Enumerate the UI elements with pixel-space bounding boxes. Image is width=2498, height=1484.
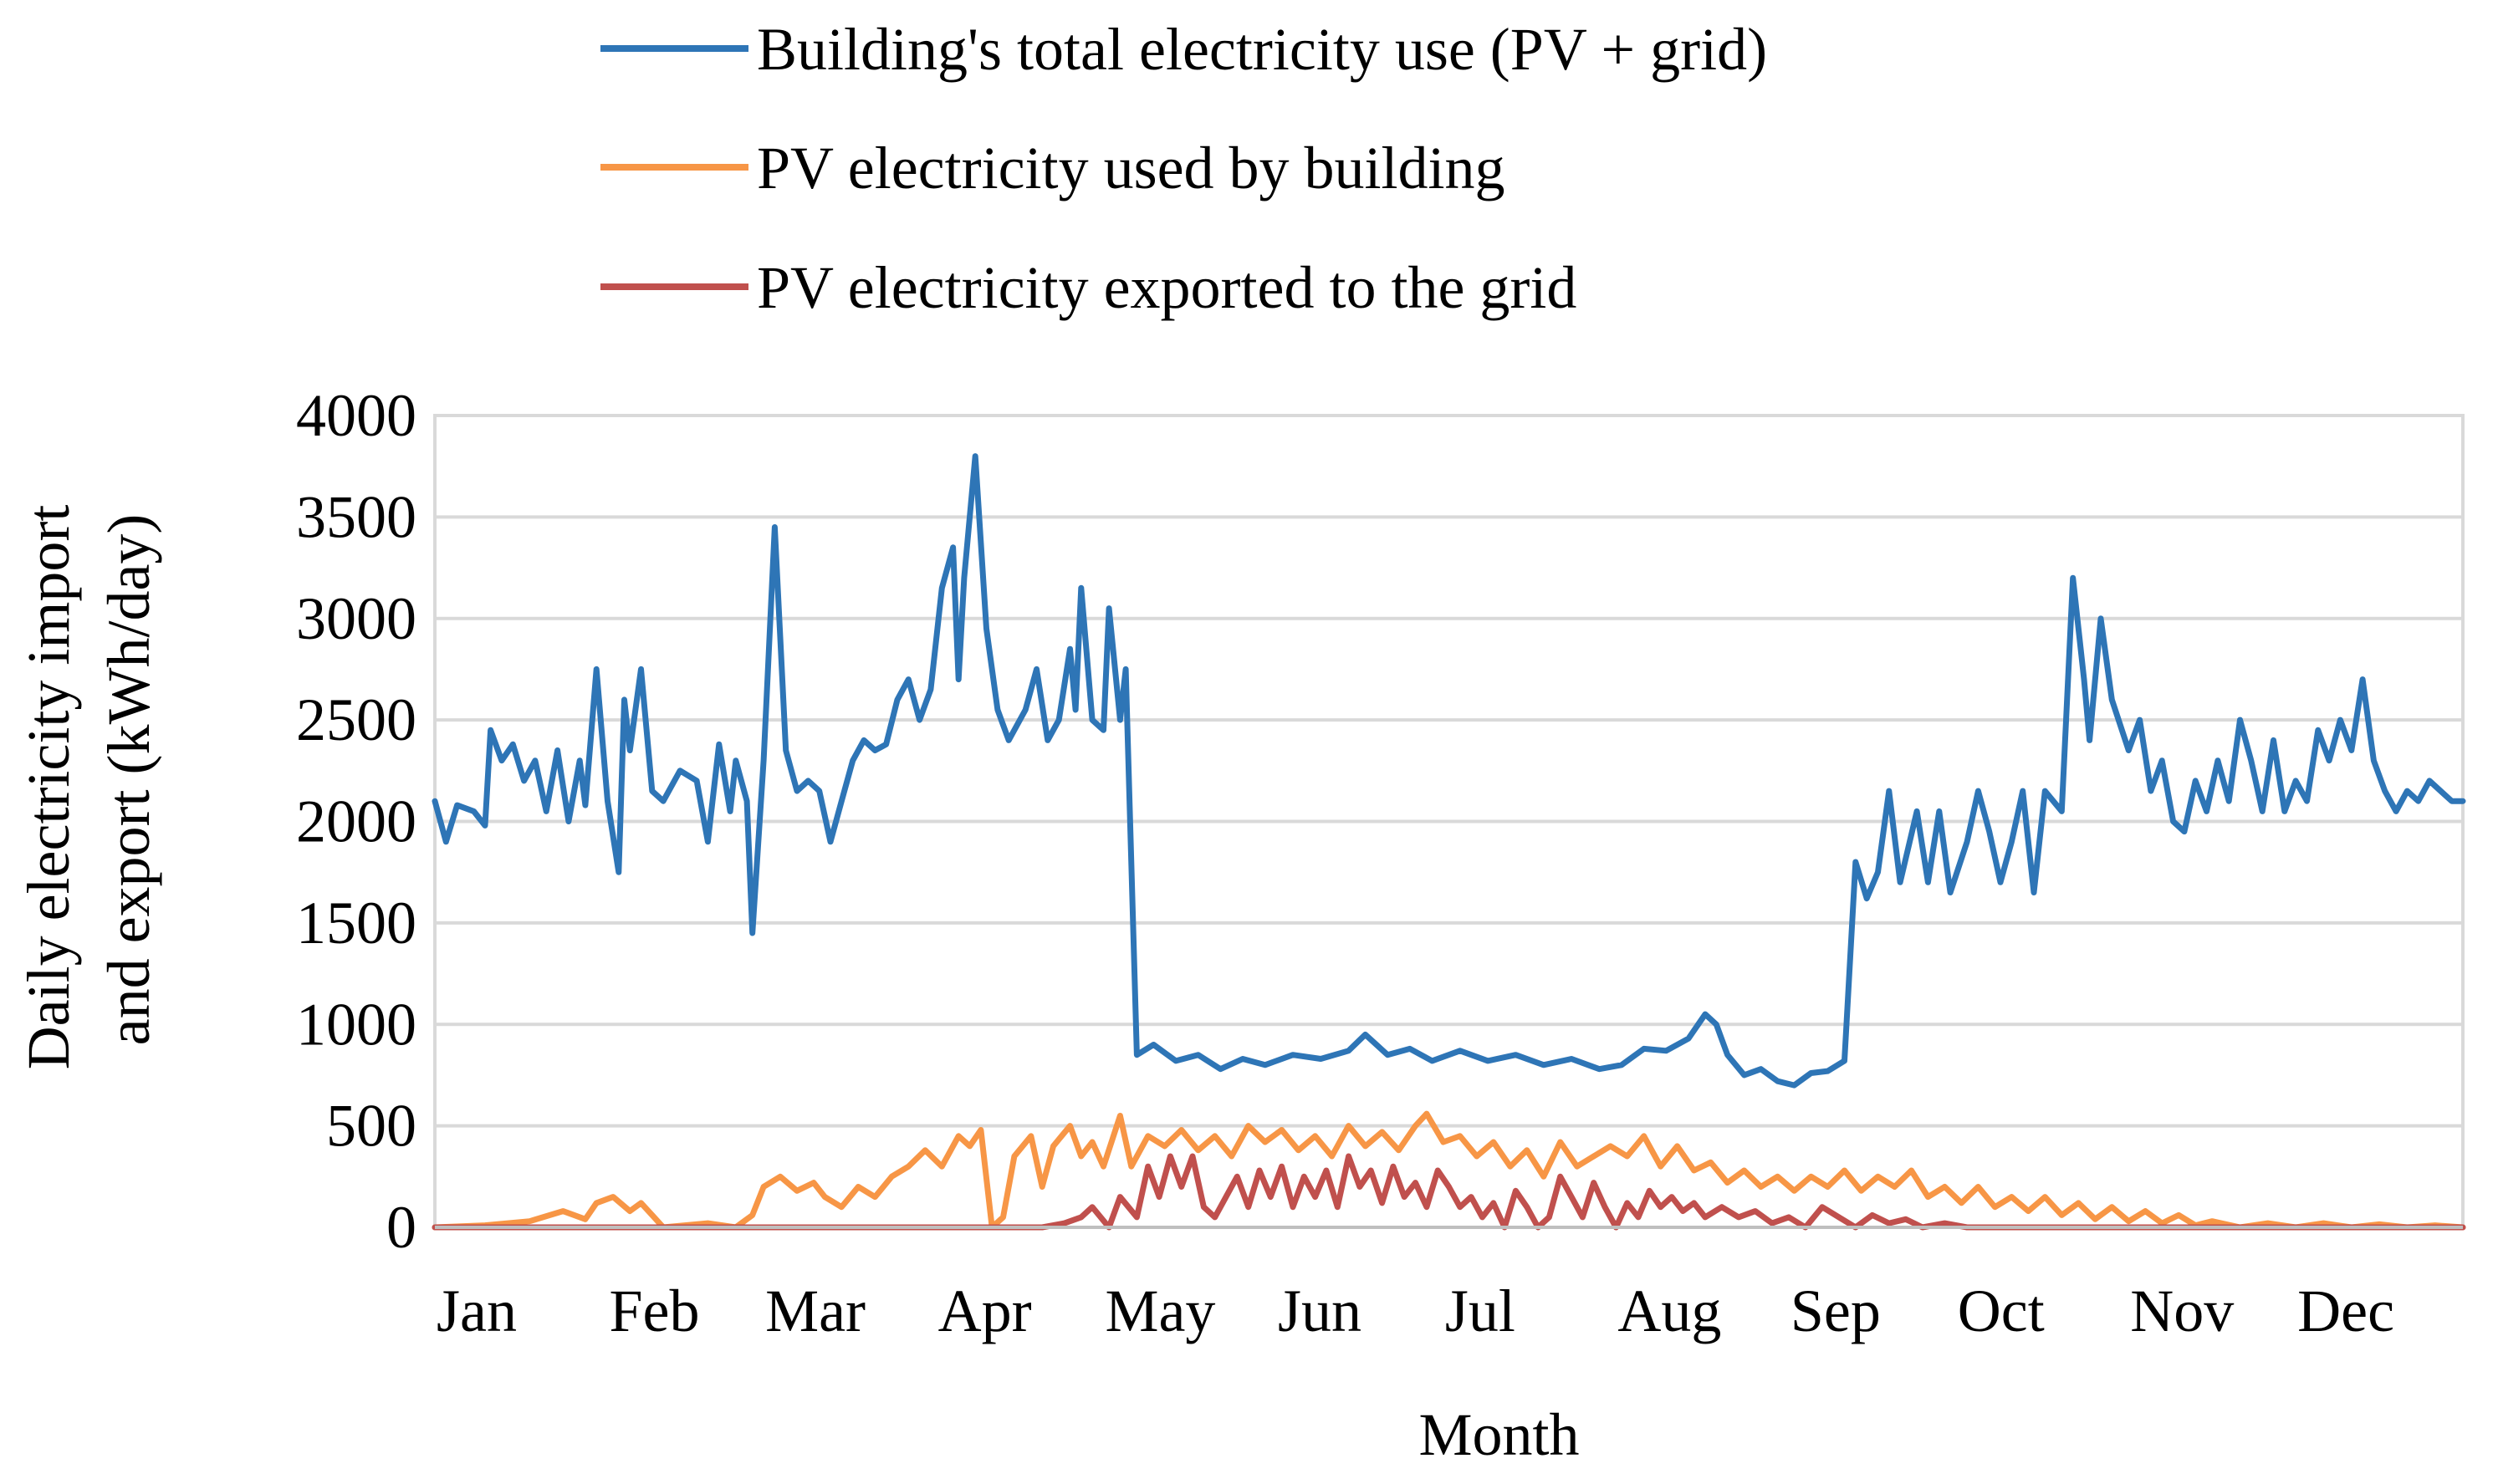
y-tick-label: 0 bbox=[386, 1194, 416, 1261]
y-tick-label: 2500 bbox=[296, 686, 416, 753]
x-tick-label-oct: Oct bbox=[1958, 1277, 2045, 1344]
y-tick-label: 2000 bbox=[296, 788, 416, 855]
x-tick-label-sep: Sep bbox=[1790, 1277, 1881, 1344]
legend-label-3: PV electricity exported to the grid bbox=[757, 254, 1576, 321]
series-lines bbox=[432, 453, 2466, 1231]
x-tick-label-mar: Mar bbox=[765, 1277, 866, 1344]
y-axis-ticks: 0 500 1000 1500 2000 2500 3000 3500 4000 bbox=[296, 382, 416, 1261]
series-line-2 bbox=[432, 1110, 2466, 1231]
y-axis-title-line-2: and export (kWh/day) bbox=[95, 514, 162, 1046]
x-tick-label-apr: Apr bbox=[938, 1277, 1032, 1344]
x-axis-ticks: Jan Feb Mar Apr May Jun Jul Aug Sep Oct Nov Dec bbox=[437, 1277, 2394, 1344]
y-axis-title-line-1: Daily electricity import bbox=[15, 505, 82, 1070]
x-tick-label-jun: Jun bbox=[1278, 1277, 1361, 1344]
x-tick-label-jan: Jan bbox=[437, 1277, 517, 1344]
y-tick-label: 1500 bbox=[296, 890, 416, 956]
x-tick-label-aug: Aug bbox=[1617, 1277, 1721, 1344]
x-tick-label-dec: Dec bbox=[2297, 1277, 2394, 1344]
legend-label-1: Building's total electricity use (PV + g… bbox=[757, 16, 1767, 83]
y-tick-label: 1000 bbox=[296, 991, 416, 1058]
y-axis-title: Daily electricity import and export (kWh… bbox=[15, 490, 162, 1070]
gridlines bbox=[435, 414, 2463, 1229]
y-tick-label: 4000 bbox=[296, 382, 416, 449]
x-axis-title: Month bbox=[1418, 1401, 1579, 1468]
series-line-3 bbox=[432, 1153, 2466, 1231]
y-tick-label: 3000 bbox=[296, 585, 416, 652]
legend: Building's total electricity use (PV + g… bbox=[600, 16, 1767, 321]
x-tick-label-may: May bbox=[1105, 1277, 1215, 1344]
x-tick-label-nov: Nov bbox=[2130, 1277, 2234, 1344]
x-tick-label-feb: Feb bbox=[610, 1277, 700, 1344]
y-tick-label: 3500 bbox=[296, 483, 416, 550]
series-line-1 bbox=[432, 453, 2466, 1089]
y-tick-label: 500 bbox=[326, 1093, 416, 1160]
legend-label-2: PV electricity used by building bbox=[757, 135, 1505, 201]
x-tick-label-jul: Jul bbox=[1445, 1277, 1515, 1344]
